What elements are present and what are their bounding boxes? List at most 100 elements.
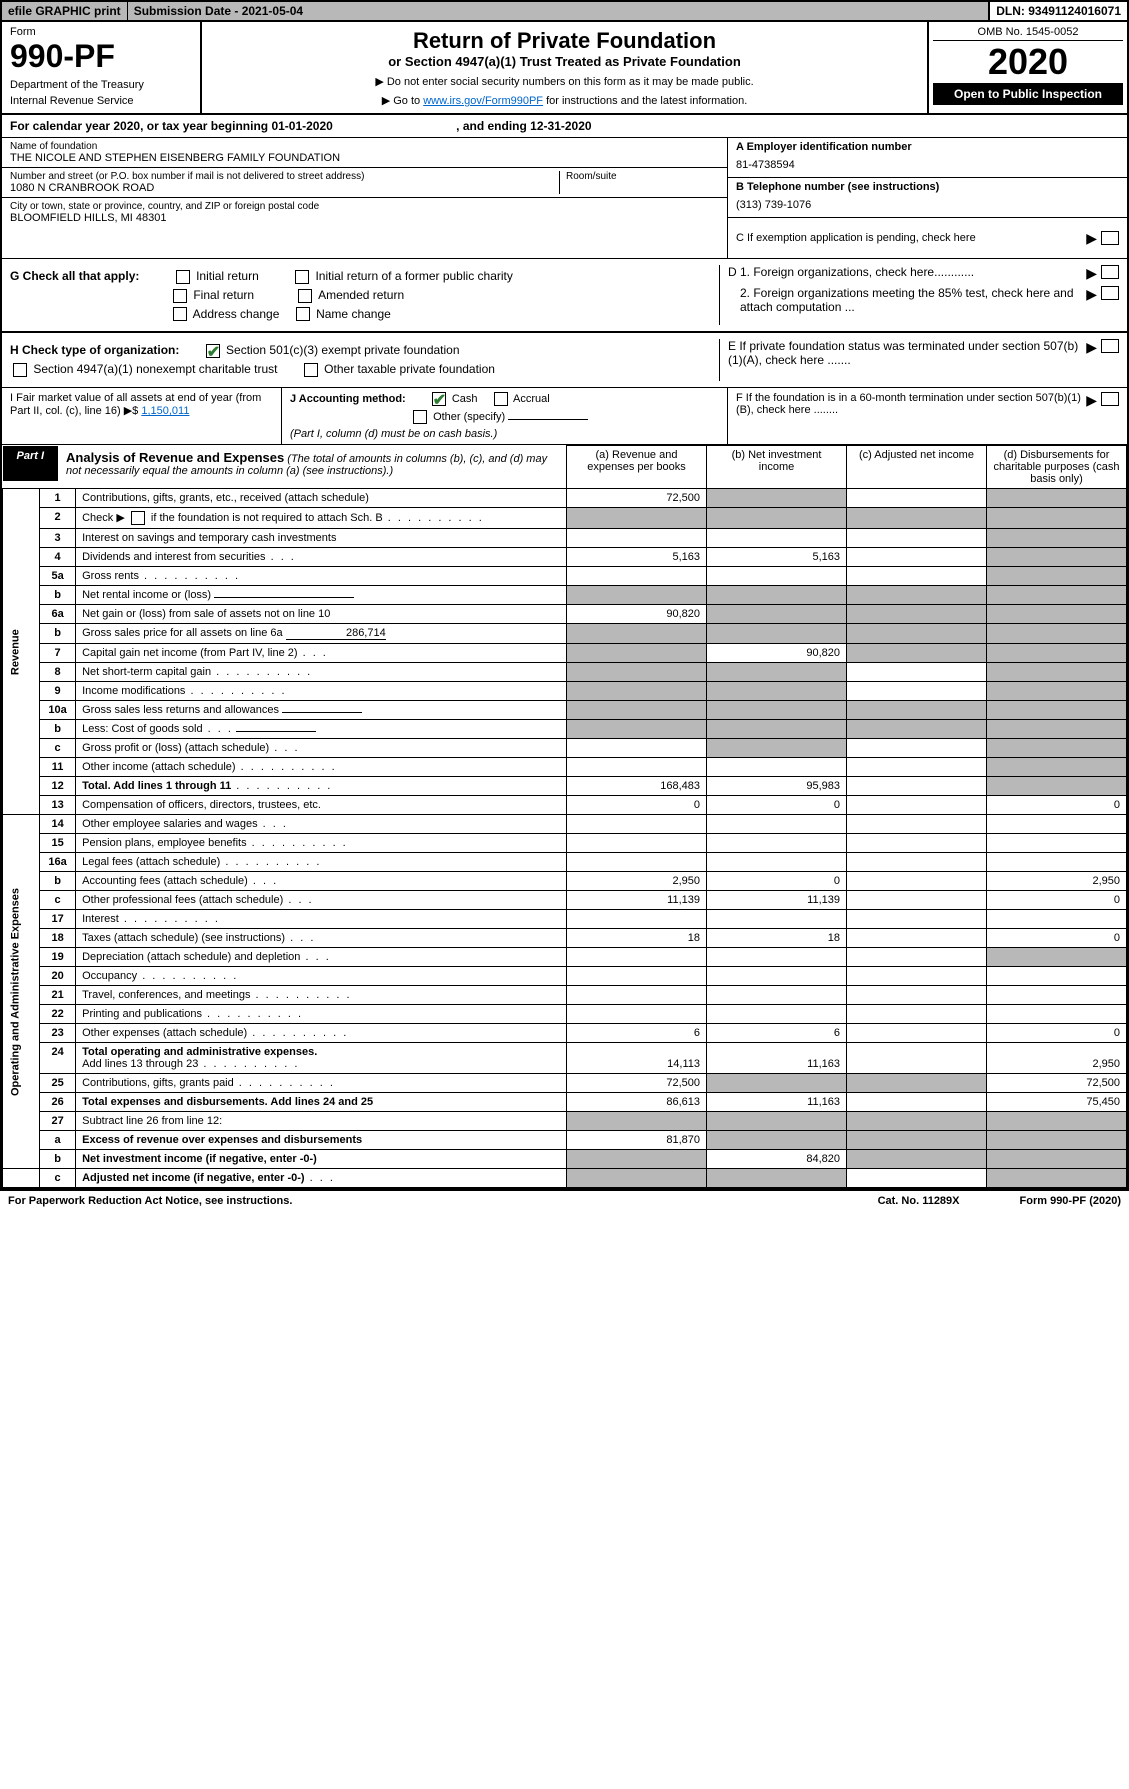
g-label: G Check all that apply:	[10, 269, 139, 283]
form-header: Form 990-PF Department of the Treasury I…	[2, 22, 1127, 115]
table-row: 11Other income (attach schedule)	[3, 758, 1127, 777]
checkbox-c[interactable]	[1101, 231, 1119, 245]
table-row: 5aGross rents	[3, 567, 1127, 586]
pointer-icon: ▶	[1086, 230, 1097, 247]
irs-link[interactable]: www.irs.gov/Form990PF	[423, 95, 543, 107]
dln: DLN: 93491124016071	[989, 2, 1127, 20]
h-label: H Check type of organization:	[10, 343, 179, 357]
table-row: 25Contributions, gifts, grants paid72,50…	[3, 1074, 1127, 1093]
form-label: Form	[10, 26, 192, 38]
table-row: 3Interest on savings and temporary cash …	[3, 529, 1127, 548]
e-label: E If private foundation status was termi…	[728, 339, 1086, 367]
calendar-year-row: For calendar year 2020, or tax year begi…	[2, 115, 1127, 138]
checkbox-accrual[interactable]	[494, 392, 508, 406]
footer-catno: Cat. No. 11289X	[878, 1195, 960, 1207]
dept-treasury: Department of the Treasury	[10, 79, 192, 91]
table-row: Revenue 1Contributions, gifts, grants, e…	[3, 489, 1127, 508]
table-row: 10aGross sales less returns and allowanc…	[3, 701, 1127, 720]
dept-irs: Internal Revenue Service	[10, 95, 192, 107]
checkbox-4947[interactable]	[13, 363, 27, 377]
table-row: 7Capital gain net income (from Part IV, …	[3, 644, 1127, 663]
analysis-table: Part I Analysis of Revenue and Expenses …	[2, 445, 1127, 1188]
note-link: ▶ Go to www.irs.gov/Form990PF for instru…	[208, 94, 921, 107]
addr-label: Number and street (or P.O. box number if…	[10, 171, 559, 182]
checkbox-e[interactable]	[1101, 339, 1119, 353]
footer-left: For Paperwork Reduction Act Notice, see …	[8, 1195, 878, 1207]
table-row: 13Compensation of officers, directors, t…	[3, 796, 1127, 815]
checkbox-d2[interactable]	[1101, 286, 1119, 300]
table-row: 19Depreciation (attach schedule) and dep…	[3, 948, 1127, 967]
table-row: cGross profit or (loss) (attach schedule…	[3, 739, 1127, 758]
col-c-header: (c) Adjusted net income	[847, 446, 987, 489]
checkbox-other-taxable[interactable]	[304, 363, 318, 377]
room-label: Room/suite	[566, 171, 719, 182]
col-d-header: (d) Disbursements for charitable purpose…	[987, 446, 1127, 489]
table-row: 22Printing and publications	[3, 1005, 1127, 1024]
checkbox-initial-public[interactable]	[295, 270, 309, 284]
page-footer: For Paperwork Reduction Act Notice, see …	[0, 1190, 1129, 1211]
phone-value: (313) 739-1076	[736, 199, 1119, 211]
name-label: Name of foundation	[10, 141, 719, 152]
table-row: 2Check ▶ if the foundation is not requir…	[3, 508, 1127, 529]
i-label: I Fair market value of all assets at end…	[10, 392, 261, 417]
table-row: bNet investment income (if negative, ent…	[3, 1150, 1127, 1169]
tax-year: 2020	[933, 41, 1123, 83]
part1-label: Part I	[3, 446, 59, 481]
f-label: F If the foundation is in a 60-month ter…	[736, 392, 1086, 416]
checkbox-address-change[interactable]	[173, 307, 187, 321]
d2-label: 2. Foreign organizations meeting the 85%…	[728, 286, 1086, 314]
checkbox-final-return[interactable]	[173, 289, 187, 303]
checkbox-name-change[interactable]	[296, 307, 310, 321]
table-row: cAdjusted net income (if negative, enter…	[3, 1169, 1127, 1188]
checkbox-f[interactable]	[1101, 392, 1119, 406]
ein-value: 81-4738594	[736, 159, 1119, 171]
table-row: bGross sales price for all assets on lin…	[3, 624, 1127, 644]
section-g-d: G Check all that apply: Initial return I…	[2, 259, 1127, 332]
checkbox-amended[interactable]	[298, 289, 312, 303]
table-row: bNet rental income or (loss)	[3, 586, 1127, 605]
checkbox-other-method[interactable]	[413, 410, 427, 424]
table-row: 16aLegal fees (attach schedule)	[3, 853, 1127, 872]
d1-label: D 1. Foreign organizations, check here..…	[728, 265, 1086, 282]
table-row: 6aNet gain or (loss) from sale of assets…	[3, 605, 1127, 624]
j-label: J Accounting method:	[290, 393, 406, 405]
table-row: 12Total. Add lines 1 through 11168,48395…	[3, 777, 1127, 796]
checkbox-d1[interactable]	[1101, 265, 1119, 279]
checkbox-initial-return[interactable]	[176, 270, 190, 284]
table-row: 17Interest	[3, 910, 1127, 929]
table-row: bLess: Cost of goods sold	[3, 720, 1127, 739]
street-address: 1080 N CRANBROOK ROAD	[10, 182, 559, 194]
revenue-side-label: Revenue	[3, 489, 40, 815]
checkbox-cash[interactable]	[432, 392, 446, 406]
table-row: 27Subtract line 26 from line 12:	[3, 1112, 1127, 1131]
table-row: 20Occupancy	[3, 967, 1127, 986]
efile-label: efile GRAPHIC print	[2, 2, 128, 20]
section-i-j-f: I Fair market value of all assets at end…	[2, 388, 1127, 445]
city-label: City or town, state or province, country…	[10, 201, 719, 212]
info-grid: Name of foundation THE NICOLE AND STEPHE…	[2, 138, 1127, 259]
table-row: 8Net short-term capital gain	[3, 663, 1127, 682]
col-b-header: (b) Net investment income	[707, 446, 847, 489]
j-note: (Part I, column (d) must be on cash basi…	[290, 428, 719, 440]
open-public-badge: Open to Public Inspection	[933, 83, 1123, 105]
table-row: bAccounting fees (attach schedule)2,9500…	[3, 872, 1127, 891]
top-bar: efile GRAPHIC print Submission Date - 20…	[2, 2, 1127, 22]
table-row: 23Other expenses (attach schedule)660	[3, 1024, 1127, 1043]
table-row: 15Pension plans, employee benefits	[3, 834, 1127, 853]
table-row: Operating and Administrative Expenses 14…	[3, 815, 1127, 834]
form-number: 990-PF	[10, 38, 192, 75]
note-ssn: ▶ Do not enter social security numbers o…	[208, 75, 921, 88]
table-row: 9Income modifications	[3, 682, 1127, 701]
phone-label: B Telephone number (see instructions)	[736, 181, 1119, 193]
footer-form: Form 990-PF (2020)	[1020, 1195, 1121, 1207]
fmv-link[interactable]: 1,150,011	[141, 405, 189, 417]
form-subtitle: or Section 4947(a)(1) Trust Treated as P…	[208, 54, 921, 69]
table-row: 24Total operating and administrative exp…	[3, 1043, 1127, 1074]
table-row: 4Dividends and interest from securities5…	[3, 548, 1127, 567]
table-row: 18Taxes (attach schedule) (see instructi…	[3, 929, 1127, 948]
table-row: 26Total expenses and disbursements. Add …	[3, 1093, 1127, 1112]
table-row: aExcess of revenue over expenses and dis…	[3, 1131, 1127, 1150]
checkbox-501c3[interactable]	[206, 344, 220, 358]
foundation-name: THE NICOLE AND STEPHEN EISENBERG FAMILY …	[10, 152, 719, 164]
checkbox-sch-b[interactable]	[131, 511, 145, 525]
